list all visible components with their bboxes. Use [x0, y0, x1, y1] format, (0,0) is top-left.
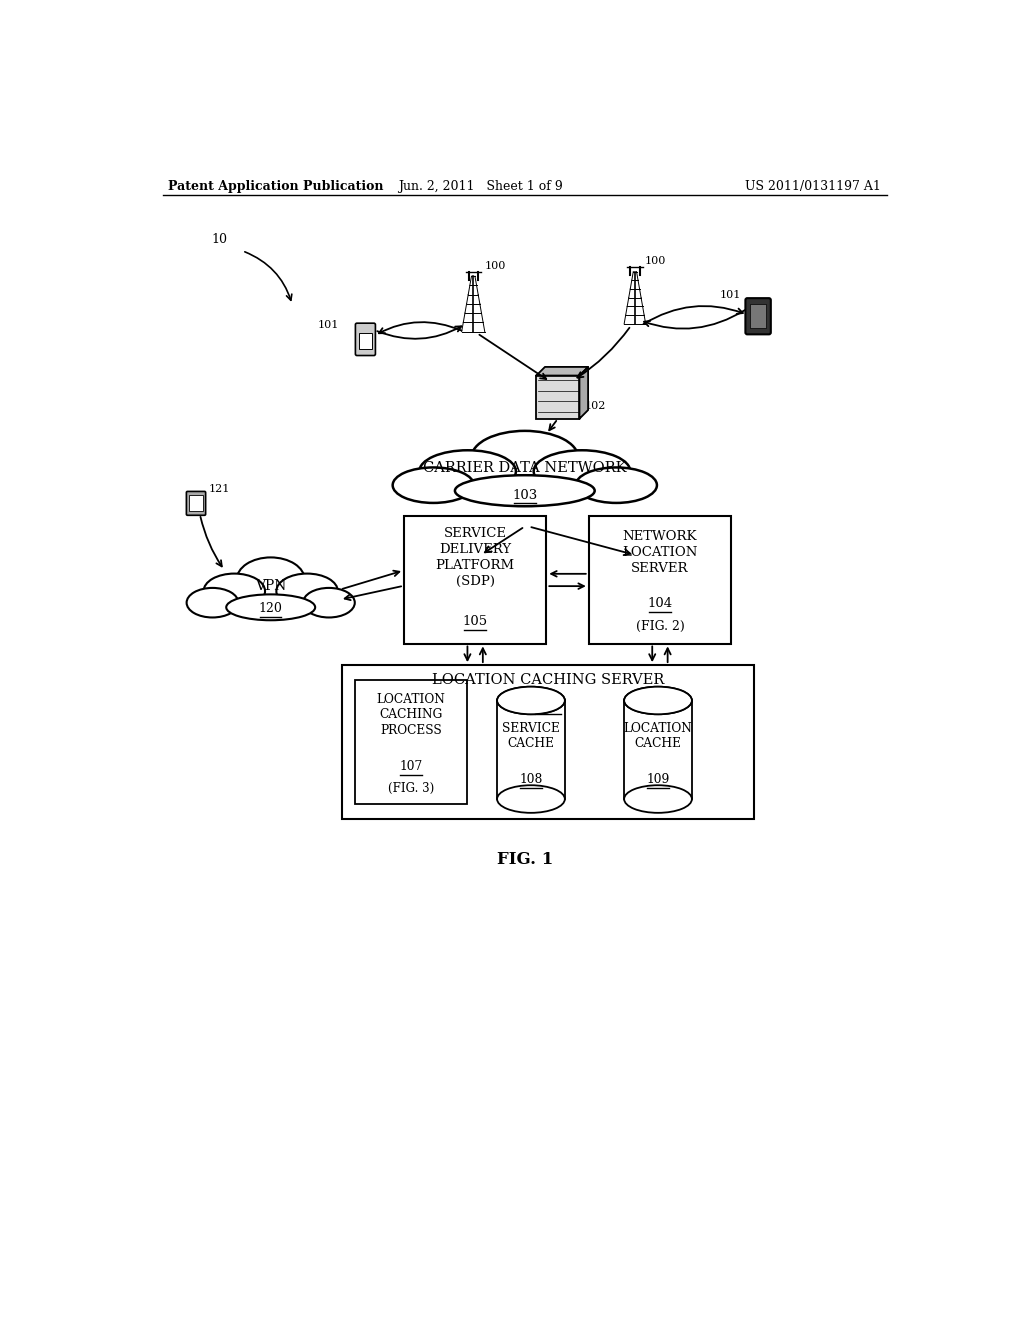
Text: 101: 101 — [317, 321, 339, 330]
Ellipse shape — [237, 557, 305, 602]
FancyBboxPatch shape — [589, 516, 731, 644]
FancyArrowPatch shape — [479, 335, 546, 379]
Text: LOCATION
CACHE: LOCATION CACHE — [624, 722, 692, 750]
Text: SERVICE
CACHE: SERVICE CACHE — [502, 722, 560, 750]
FancyArrowPatch shape — [379, 322, 462, 333]
Text: 101: 101 — [720, 289, 741, 300]
FancyArrowPatch shape — [345, 586, 401, 601]
Text: 103: 103 — [512, 490, 538, 502]
Text: 109: 109 — [646, 774, 670, 787]
Ellipse shape — [420, 450, 516, 492]
Text: 10: 10 — [211, 232, 227, 246]
FancyBboxPatch shape — [359, 333, 372, 348]
FancyArrowPatch shape — [464, 647, 470, 660]
Ellipse shape — [575, 467, 657, 503]
FancyBboxPatch shape — [403, 516, 547, 644]
FancyBboxPatch shape — [355, 681, 467, 804]
Text: 120: 120 — [259, 602, 283, 615]
FancyArrowPatch shape — [485, 528, 522, 552]
Polygon shape — [537, 367, 588, 376]
FancyBboxPatch shape — [342, 665, 755, 818]
FancyArrowPatch shape — [480, 648, 486, 663]
FancyBboxPatch shape — [537, 376, 580, 418]
Text: (FIG. 2): (FIG. 2) — [636, 620, 684, 634]
Text: LOCATION
CACHING
PROCESS: LOCATION CACHING PROCESS — [377, 693, 445, 737]
FancyArrowPatch shape — [343, 570, 399, 589]
Ellipse shape — [497, 686, 565, 714]
Ellipse shape — [498, 688, 564, 714]
Text: (FIG. 3): (FIG. 3) — [388, 781, 434, 795]
Text: 106: 106 — [536, 698, 561, 711]
Text: Jun. 2, 2011   Sheet 1 of 9: Jun. 2, 2011 Sheet 1 of 9 — [398, 180, 563, 193]
Ellipse shape — [226, 594, 315, 620]
FancyBboxPatch shape — [750, 305, 766, 329]
Text: SERVICE
DELIVERY
PLATFORM
(SDP): SERVICE DELIVERY PLATFORM (SDP) — [435, 527, 515, 587]
Ellipse shape — [186, 587, 239, 618]
FancyArrowPatch shape — [201, 517, 222, 566]
Ellipse shape — [625, 686, 692, 714]
Ellipse shape — [392, 467, 474, 503]
FancyArrowPatch shape — [643, 306, 742, 323]
Text: 100: 100 — [484, 261, 506, 271]
FancyArrowPatch shape — [578, 327, 630, 378]
Text: VPN: VPN — [255, 578, 287, 593]
FancyArrowPatch shape — [665, 648, 671, 663]
FancyBboxPatch shape — [355, 323, 376, 355]
FancyBboxPatch shape — [745, 298, 771, 334]
Ellipse shape — [455, 475, 595, 507]
Text: FIG. 1: FIG. 1 — [497, 850, 553, 867]
Text: 108: 108 — [519, 774, 543, 787]
FancyBboxPatch shape — [625, 701, 692, 799]
Text: 105: 105 — [463, 615, 487, 628]
Ellipse shape — [204, 574, 265, 609]
Ellipse shape — [497, 785, 565, 813]
Text: 121: 121 — [208, 484, 229, 495]
Text: 107: 107 — [399, 760, 423, 774]
Text: NETWORK
LOCATION
SERVER: NETWORK LOCATION SERVER — [623, 529, 697, 574]
Text: 102: 102 — [585, 401, 606, 412]
Text: US 2011/0131197 A1: US 2011/0131197 A1 — [745, 180, 882, 193]
FancyBboxPatch shape — [186, 491, 206, 515]
FancyArrowPatch shape — [549, 583, 584, 589]
FancyBboxPatch shape — [189, 495, 203, 511]
Ellipse shape — [534, 450, 630, 492]
FancyArrowPatch shape — [549, 421, 556, 430]
Ellipse shape — [625, 785, 692, 813]
Text: CARRIER DATA NETWORK: CARRIER DATA NETWORK — [423, 461, 627, 475]
Text: 100: 100 — [644, 256, 666, 265]
Text: 104: 104 — [647, 597, 673, 610]
FancyArrowPatch shape — [531, 527, 631, 556]
FancyArrowPatch shape — [644, 310, 745, 329]
FancyArrowPatch shape — [649, 647, 655, 660]
FancyArrowPatch shape — [551, 572, 586, 577]
FancyArrowPatch shape — [377, 326, 462, 339]
Ellipse shape — [276, 574, 338, 609]
Ellipse shape — [303, 587, 354, 618]
Ellipse shape — [625, 688, 691, 714]
FancyBboxPatch shape — [497, 701, 565, 799]
Polygon shape — [580, 367, 588, 418]
Text: Patent Application Publication: Patent Application Publication — [168, 180, 383, 193]
FancyArrowPatch shape — [245, 252, 292, 300]
Ellipse shape — [471, 430, 579, 484]
Text: LOCATION CACHING SERVER: LOCATION CACHING SERVER — [432, 673, 665, 688]
